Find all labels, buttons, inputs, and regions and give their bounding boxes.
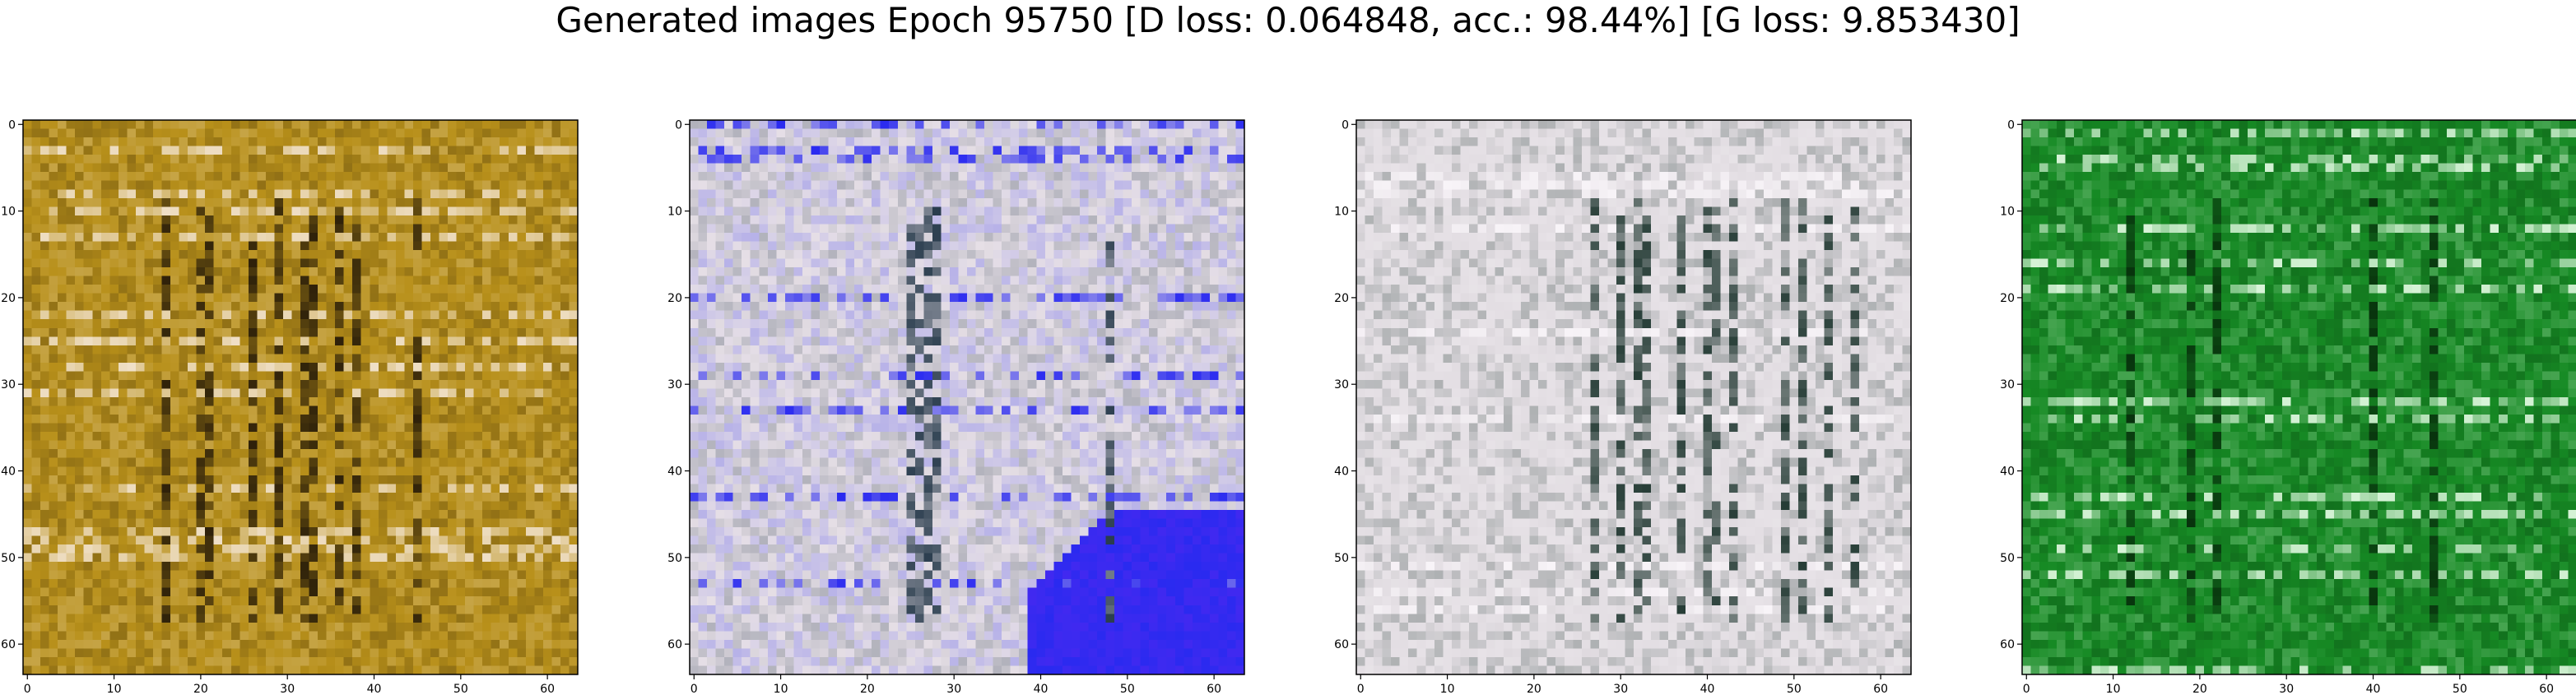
x-tick-label: 60 [1873, 683, 1888, 695]
x-tick-label: 0 [690, 683, 698, 695]
y-tick-label: 20 [2000, 292, 2015, 305]
x-tick-label: 0 [1357, 683, 1365, 695]
x-tick-label: 40 [1034, 683, 1049, 695]
x-tick-label: 10 [1440, 683, 1455, 695]
x-tick-label: 20 [860, 683, 875, 695]
y-tick-label: 10 [1, 206, 16, 219]
generated-image-3 [1356, 120, 1911, 674]
x-tick-label: 0 [24, 683, 31, 695]
y-tick-label: 10 [2000, 206, 2015, 219]
y-tick-label: 60 [1334, 638, 1349, 651]
x-tick-label: 50 [1120, 683, 1135, 695]
y-tick-label: 20 [1334, 292, 1349, 305]
y-tick-label: 0 [2007, 118, 2015, 132]
y-tick-label: 0 [1341, 118, 1349, 132]
x-tick-label: 20 [193, 683, 208, 695]
x-tick-label: 0 [2023, 683, 2030, 695]
x-tick-label: 60 [1207, 683, 1221, 695]
generated-image-1 [23, 120, 578, 674]
y-tick-label: 40 [667, 466, 682, 479]
y-tick-label: 30 [1, 378, 16, 392]
y-tick-label: 0 [8, 118, 16, 132]
y-tick-label: 20 [1, 292, 16, 305]
y-tick-label: 60 [2000, 638, 2015, 651]
x-tick-label: 10 [2106, 683, 2121, 695]
y-tick-label: 40 [2000, 466, 2015, 479]
subplot-1: 0 10 20 30 40 50 60 0 10 20 30 40 50 60 [1, 118, 578, 695]
x-tick-label: 20 [1527, 683, 1541, 695]
x-tick-label: 40 [1700, 683, 1715, 695]
y-tick-label: 10 [1334, 206, 1349, 219]
x-tick-label: 30 [1613, 683, 1628, 695]
x-tick-label: 50 [2453, 683, 2467, 695]
y-tick-label: 40 [1334, 466, 1349, 479]
x-tick-label: 50 [1787, 683, 1802, 695]
x-tick-label: 30 [2279, 683, 2294, 695]
y-tick-label: 30 [2000, 378, 2015, 392]
y-tick-label: 60 [667, 638, 682, 651]
x-tick-label: 30 [280, 683, 295, 695]
subplot-4: 0 10 20 30 40 50 60 0 10 20 30 40 50 60 [2000, 118, 2576, 695]
y-tick-label: 50 [1334, 552, 1349, 565]
y-tick-label: 60 [1, 638, 16, 651]
x-tick-label: 10 [107, 683, 122, 695]
generated-image-2 [690, 120, 1244, 674]
x-tick-label: 40 [367, 683, 382, 695]
y-tick-label: 50 [2000, 552, 2015, 565]
subplot-3: 0 10 20 30 40 50 60 0 10 20 30 40 50 60 [1334, 118, 1911, 695]
y-tick-label: 0 [675, 118, 682, 132]
y-tick-label: 50 [667, 552, 682, 565]
x-tick-label: 10 [774, 683, 788, 695]
x-tick-label: 60 [540, 683, 555, 695]
x-tick-label: 50 [453, 683, 468, 695]
y-tick-label: 50 [1, 552, 16, 565]
x-tick-label: 30 [946, 683, 961, 695]
y-tick-label: 10 [667, 206, 682, 219]
x-tick-label: 60 [2539, 683, 2554, 695]
y-tick-label: 40 [1, 466, 16, 479]
y-tick-label: 30 [667, 378, 682, 392]
x-tick-label: 20 [2192, 683, 2207, 695]
subplot-2: 0 10 20 30 40 50 60 0 10 20 30 40 50 60 [667, 118, 1244, 695]
y-tick-label: 20 [667, 292, 682, 305]
y-tick-label: 30 [1334, 378, 1349, 392]
generated-image-4 [2022, 120, 2576, 674]
x-tick-label: 40 [2366, 683, 2381, 695]
